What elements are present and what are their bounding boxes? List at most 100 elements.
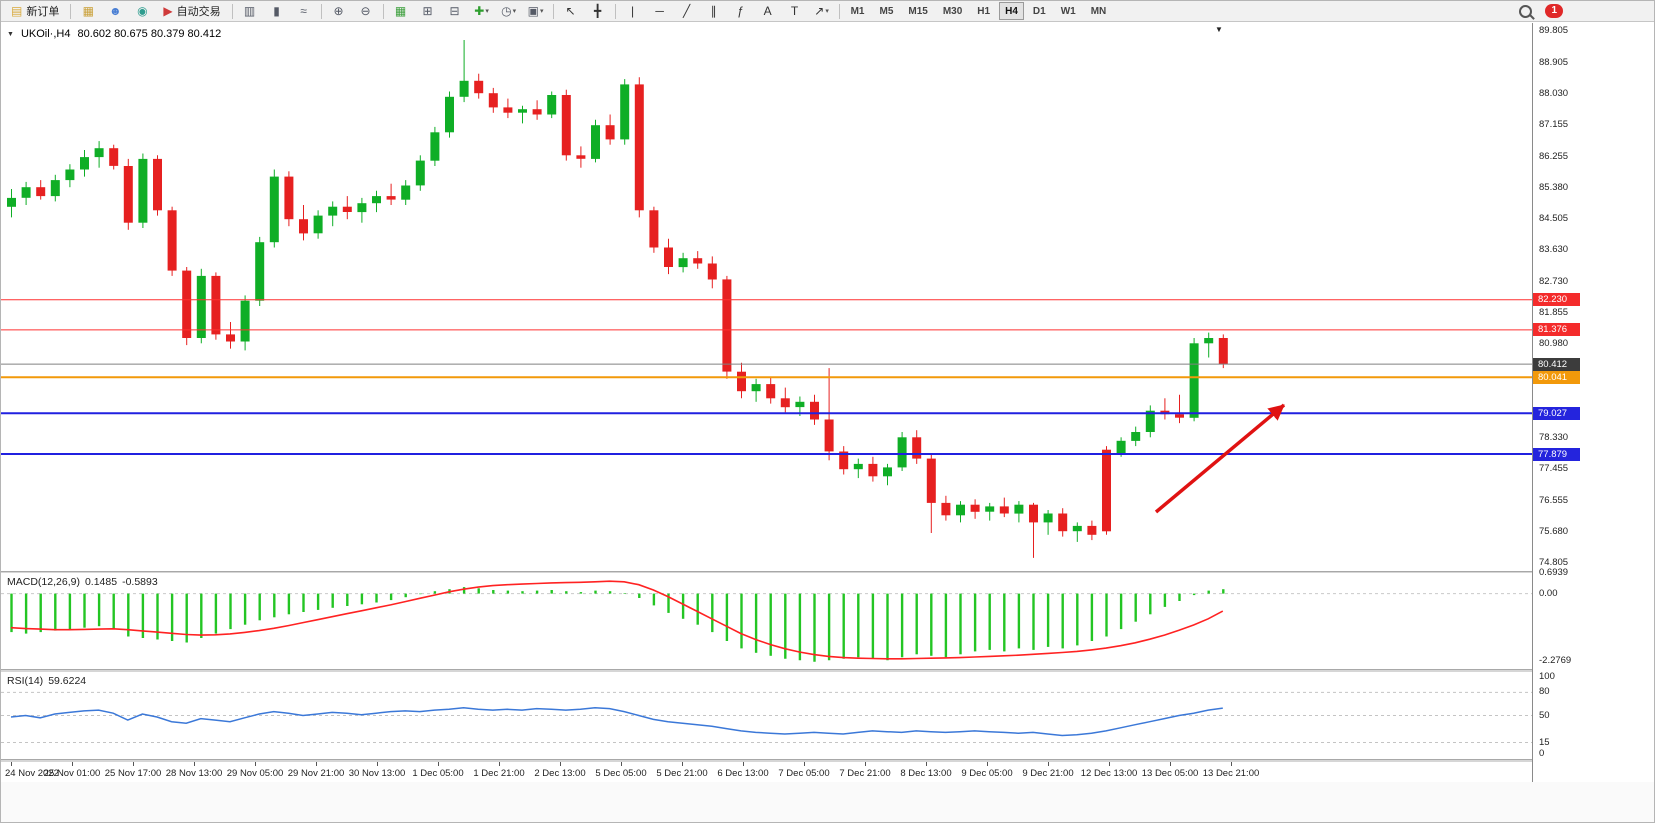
candle xyxy=(853,458,863,479)
auto-trading-icon: ▶ xyxy=(163,4,173,18)
candlestick-chart-icon[interactable]: ▮ xyxy=(264,1,290,21)
toolbar-separator xyxy=(70,3,72,19)
macd-panel[interactable]: MACD(12,26,9) 0.1485 -0.5893 xyxy=(1,573,1532,669)
templates-button[interactable]: ▣ ▾ xyxy=(523,1,549,21)
panel-splitter[interactable] xyxy=(1,669,1654,672)
candle xyxy=(941,495,951,521)
timeframe-d1-button[interactable]: D1 xyxy=(1032,5,1046,17)
toolbar-separator xyxy=(552,3,554,19)
toolbar: ▤ 新订单 ▦ ☻ ◉ ▶ 自动交易 ▥ ▮ ≈ ⊕ ⊖ ▦ ⊞ ⊟ ✚ ▾ ◷ ▾ ▣ ▾ ↖ ╋ | ─ ╱ ∥ ƒ A T ↗ ▾ M1 M… xyxy=(1,1,1654,22)
toolbar-separator xyxy=(320,3,322,19)
horizontal-line-tool[interactable]: ─ xyxy=(647,1,673,21)
panel-splitter[interactable] xyxy=(1,759,1654,762)
candle xyxy=(21,181,31,205)
candle xyxy=(1175,394,1184,424)
macd-signal-line xyxy=(10,580,1224,660)
rsi-axis-label: 80 xyxy=(1539,686,1550,698)
zoom-out-icon[interactable]: ⊖ xyxy=(353,1,379,21)
market-watch-icon[interactable]: ◉ xyxy=(129,1,155,21)
price-tag: 80.041 xyxy=(1533,370,1580,384)
new-order-button[interactable]: ▤ 新订单 xyxy=(4,1,66,21)
time-tick xyxy=(316,762,317,766)
time-axis[interactable]: 24 Nov 2022 25 Nov 01:00 25 Nov 17:00 28 No… xyxy=(1,762,1532,782)
charts-icon-icon: ▦ xyxy=(82,4,95,18)
cascade-windows-icon[interactable]: ⊟ xyxy=(442,1,468,21)
chart-dropdown-icon[interactable]: ▼ xyxy=(7,30,14,38)
timeframe-h1-button[interactable]: H1 xyxy=(977,5,991,17)
timeframe-mn-button[interactable]: MN xyxy=(1090,5,1107,17)
candle xyxy=(1145,405,1155,438)
candle xyxy=(211,272,221,340)
timeframe-m15-button[interactable]: M15 xyxy=(908,5,928,17)
candle xyxy=(430,126,440,166)
chart-shift-marker-icon[interactable]: ▼ xyxy=(1215,25,1223,34)
time-tick xyxy=(987,762,988,766)
text-tool[interactable]: A xyxy=(755,1,781,21)
time-axis-label: 12 Dec 13:00 xyxy=(1080,768,1138,779)
timeframe-m30-button[interactable]: M30 xyxy=(942,5,963,17)
time-tick xyxy=(1170,762,1171,766)
periods-button[interactable]: ◷ ▾ xyxy=(496,1,522,21)
chart-symbol-period: UKOil·,H4 xyxy=(20,28,71,40)
candle xyxy=(488,87,498,113)
timeframe-h4-button[interactable]: H4 xyxy=(999,2,1024,20)
trend-arrow-annotation[interactable] xyxy=(1154,403,1286,514)
price-axis-label: 86.255 xyxy=(1539,150,1569,162)
timeframe-m5-button[interactable]: M5 xyxy=(879,5,894,17)
macd-axis-label: -2.2769 xyxy=(1539,655,1572,666)
indicators-button[interactable]: ✚ ▾ xyxy=(469,1,495,21)
main-chart-canvas[interactable] xyxy=(1,23,1532,571)
rsi-panel[interactable]: RSI(14) 59.6224 xyxy=(1,672,1532,759)
main-chart-panel[interactable]: ▼ UKOil·,H4 80.602 80.675 80.379 80.412 … xyxy=(1,23,1532,571)
dropdown-arrow-icon: ▾ xyxy=(512,8,517,15)
line-chart-icon[interactable]: ≈ xyxy=(291,1,317,21)
arrange-windows-icon[interactable]: ⊞ xyxy=(415,1,441,21)
trendline-icon: ╱ xyxy=(682,4,691,18)
candle xyxy=(1043,510,1053,535)
cursor-tool[interactable]: ↖ xyxy=(558,1,584,21)
new-order-button-label: 新订单 xyxy=(26,6,60,18)
charts-icon[interactable]: ▦ xyxy=(75,1,101,21)
time-tick xyxy=(133,762,134,766)
search-button[interactable] xyxy=(1512,1,1538,21)
crosshair-tool[interactable]: ╋ xyxy=(585,1,611,21)
candle xyxy=(766,377,776,404)
price-tag: 79.027 xyxy=(1533,406,1580,420)
zoom-in-icon[interactable]: ⊕ xyxy=(326,1,352,21)
arrange-windows-icon-icon: ⊞ xyxy=(422,4,433,18)
candle xyxy=(1029,502,1038,558)
price-axis-label: 88.905 xyxy=(1539,56,1569,68)
time-axis-label: 29 Nov 05:00 xyxy=(226,768,284,779)
indicators-icon: ✚ xyxy=(474,4,485,18)
candle xyxy=(532,100,542,120)
time-axis-label: 28 Nov 13:00 xyxy=(165,768,223,779)
time-axis-label: 5 Dec 05:00 xyxy=(595,768,647,779)
candle xyxy=(1102,446,1111,535)
timeframe-m1-button[interactable]: M1 xyxy=(850,5,865,17)
fibonacci-tool[interactable]: ƒ xyxy=(728,1,754,21)
candle xyxy=(415,155,425,191)
horizontal-line-icon: ─ xyxy=(655,4,664,18)
candle xyxy=(634,77,644,218)
bar-chart-icon-icon: ▥ xyxy=(243,4,256,18)
tile-windows-icon[interactable]: ▦ xyxy=(388,1,414,21)
templates-icon: ▣ xyxy=(527,4,539,18)
time-tick xyxy=(1109,762,1110,766)
arrows-tool[interactable]: ↗ ▾ xyxy=(809,1,835,21)
channel-tool[interactable]: ∥ xyxy=(701,1,727,21)
notification-badge[interactable]: 1 xyxy=(1545,4,1563,18)
price-tag: 77.879 xyxy=(1533,447,1580,461)
panel-splitter[interactable] xyxy=(1,571,1654,573)
candle xyxy=(196,268,206,344)
candle xyxy=(576,146,586,168)
bar-chart-icon[interactable]: ▥ xyxy=(237,1,263,21)
timeframe-w1-button[interactable]: W1 xyxy=(1060,5,1076,17)
toolbar-separator xyxy=(382,3,384,19)
auto-trading-button[interactable]: ▶ 自动交易 xyxy=(156,1,227,21)
profiles-icon[interactable]: ☻ xyxy=(102,1,128,21)
price-axis[interactable]: 89.805 88.905 88.030 87.155 86.255 85.380 84.5… xyxy=(1532,23,1654,782)
label-tool[interactable]: T xyxy=(782,1,808,21)
vertical-line-tool[interactable]: | xyxy=(620,1,646,21)
trendline-tool[interactable]: ╱ xyxy=(674,1,700,21)
candle xyxy=(883,463,892,486)
